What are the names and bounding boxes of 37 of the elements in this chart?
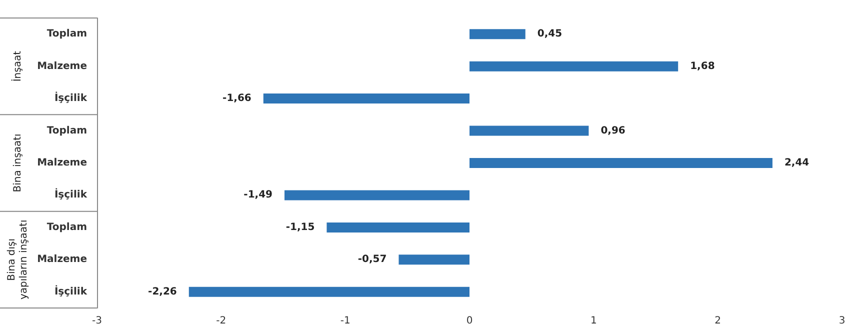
y-tick-label: Toplam — [46, 125, 87, 136]
x-tick-label: 2 — [714, 316, 722, 326]
y-tick-label: Malzeme — [37, 60, 88, 72]
x-tick-label: 0 — [466, 316, 473, 326]
data-label: 2,44 — [784, 158, 810, 168]
bar — [284, 190, 470, 200]
data-label: -0,57 — [358, 254, 387, 266]
x-tick-label: -1 — [340, 316, 350, 326]
data-label: -1,15 — [286, 222, 315, 233]
data-label: -1,66 — [222, 93, 252, 104]
bar — [470, 61, 678, 72]
y-tick-label: İşçilik — [54, 284, 88, 298]
data-label: 1,68 — [690, 60, 715, 72]
x-tick-label: 1 — [590, 316, 597, 326]
data-label: -1,49 — [244, 190, 273, 201]
data-label: 0,45 — [537, 28, 562, 40]
bar — [398, 254, 470, 265]
x-tick-label: -2 — [216, 316, 226, 326]
data-label: -2,26 — [148, 286, 177, 298]
text: Bina dışı yapıların inşaatı — [6, 220, 30, 300]
bar — [326, 222, 470, 232]
text: Bina inşaatı — [12, 134, 24, 192]
y-tick-label: İşçilik — [54, 91, 88, 104]
y-tick-label: İşçilik — [54, 188, 88, 201]
x-tick-label: -3 — [92, 316, 102, 326]
bar — [470, 29, 526, 40]
x-tick-label: 3 — [838, 316, 846, 326]
y-tick-label: Toplam — [46, 28, 87, 40]
y-tick-label: Malzeme — [37, 254, 88, 266]
bar — [470, 126, 589, 136]
data-label: 0,96 — [600, 125, 626, 136]
y-tick-label: Malzeme — [37, 158, 88, 168]
text: İnşaat — [10, 50, 24, 82]
bar — [188, 286, 470, 297]
bar — [263, 94, 470, 104]
y-tick-label: Toplam — [46, 222, 87, 233]
bar — [470, 158, 772, 168]
